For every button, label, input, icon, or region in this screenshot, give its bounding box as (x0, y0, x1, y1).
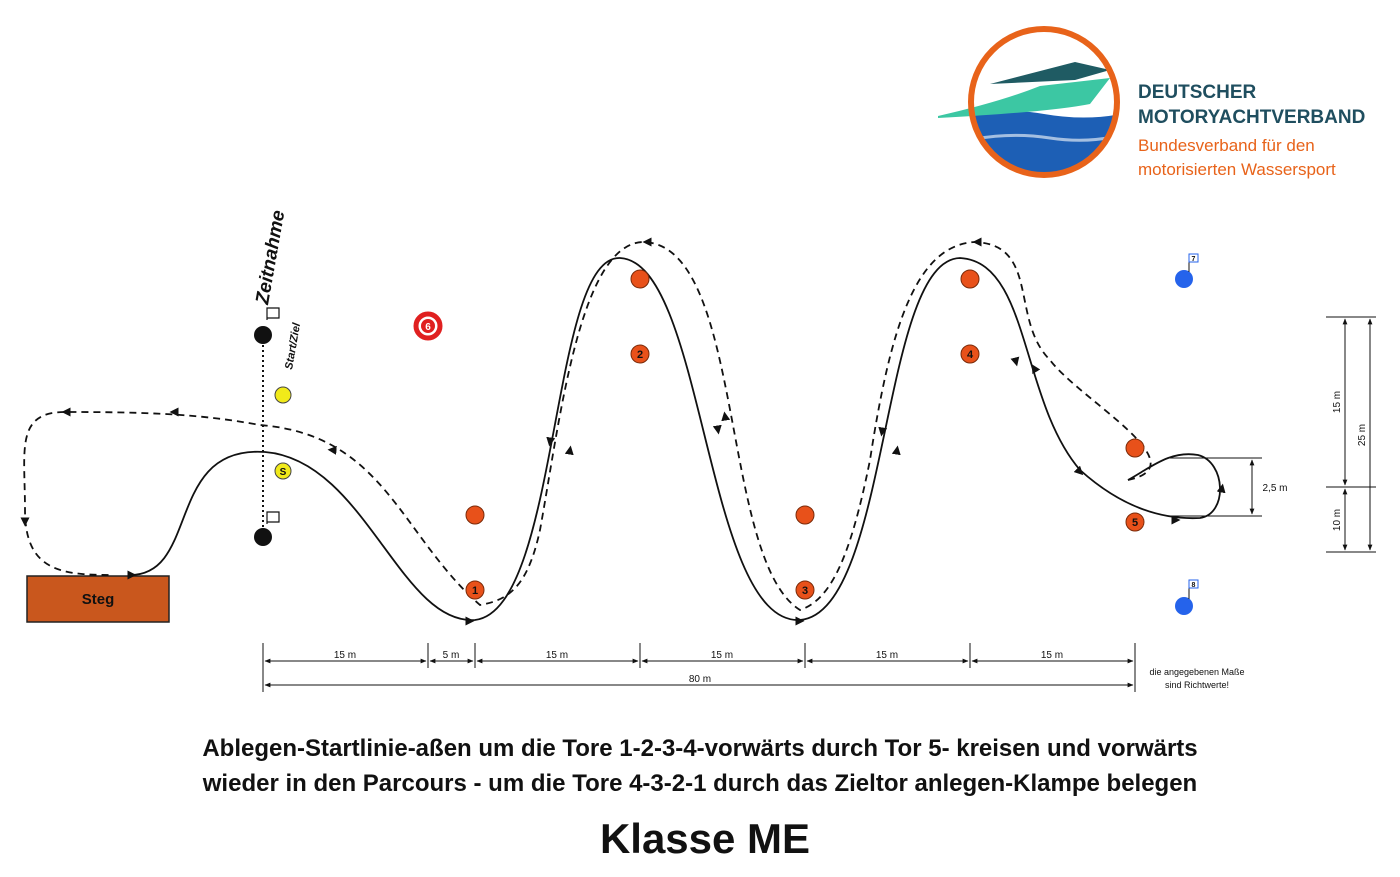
blue-buoy-7 (1175, 270, 1193, 288)
vertical-dimension-labels: 15 m 25 m 10 m 2,5 m (1262, 391, 1368, 531)
blue-buoy-8 (1175, 597, 1193, 615)
svg-text:15 m: 15 m (1041, 650, 1063, 661)
svg-text:die angegebenen Maße: die angegebenen Maße (1149, 667, 1244, 677)
description-line1: Ablegen-Startlinie-aßen um die Tore 1-2-… (202, 735, 1198, 762)
gate-1-outer (465, 505, 485, 525)
svg-text:10 m: 10 m (1332, 509, 1343, 531)
direction-arrows (20, 237, 1226, 626)
gate-3-outer (795, 505, 815, 525)
svg-text:15 m: 15 m (711, 650, 733, 661)
dock-steg: Steg (26, 575, 170, 623)
gate-3 (795, 580, 815, 600)
start-flag-buoy-top (254, 326, 272, 344)
flag-icon (266, 307, 280, 320)
blue-buoys: 7 8 (1175, 253, 1199, 615)
gate-5-outer (1125, 438, 1145, 458)
svg-text:15 m: 15 m (546, 650, 568, 661)
logo-text-line3: Bundesverband für den (1138, 136, 1315, 155)
flag-icon (1188, 253, 1199, 263)
logo-text-line4: motorisierten Wassersport (1138, 160, 1336, 179)
logo-text-line2: MOTORYACHTVERBAND (1138, 107, 1366, 128)
start-buoy-label: S (280, 467, 287, 478)
gate-1 (465, 580, 485, 600)
vertical-dimensions (1170, 316, 1376, 553)
svg-text:2,5 m: 2,5 m (1262, 483, 1287, 494)
horizontal-dimensions (262, 643, 1136, 692)
svg-text:80 m: 80 m (689, 674, 711, 685)
flag-icon (266, 511, 280, 524)
yellow-buoy (274, 386, 292, 404)
svg-text:1: 1 (472, 585, 478, 597)
svg-text:7: 7 (1192, 256, 1196, 263)
svg-text:15 m: 15 m (876, 650, 898, 661)
gates: 1 2 3 4 5 (465, 269, 1145, 600)
svg-text:8: 8 (1192, 582, 1196, 589)
start-flag-buoy-bottom (254, 528, 272, 546)
horizontal-dimension-labels: 15 m 5 m 15 m 15 m 15 m 15 m 80 m (334, 650, 1063, 685)
svg-text:15 m: 15 m (334, 650, 356, 661)
start-buoy-s (274, 462, 292, 480)
gate-2 (630, 344, 650, 364)
gate-4-outer (960, 269, 980, 289)
return-path (23, 241, 1152, 611)
logo-text-line1: DEUTSCHER (1138, 82, 1257, 103)
start-finish-line: S Zeitnahme Start/Ziel (252, 208, 303, 546)
timing-label: Zeitnahme (252, 208, 289, 307)
flag-icon (1188, 579, 1199, 589)
gate-2-outer (630, 269, 650, 289)
svg-text:2: 2 (637, 349, 643, 361)
svg-text:5: 5 (1132, 517, 1138, 529)
dmyv-logo (938, 26, 1120, 178)
class-title: Klasse ME (599, 815, 811, 862)
start-finish-label: Start/Ziel (283, 321, 303, 370)
svg-text:4: 4 (967, 349, 974, 361)
outbound-path (129, 257, 1221, 621)
gate-5 (1125, 512, 1145, 532)
svg-text:15 m: 15 m (1332, 391, 1343, 413)
svg-text:5 m: 5 m (443, 650, 460, 661)
svg-text:25 m: 25 m (1357, 424, 1368, 446)
svg-text:3: 3 (802, 585, 808, 597)
dock-label: Steg (82, 591, 115, 608)
lifebuoy-label: 6 (425, 322, 431, 333)
svg-text:sind Richtwerte!: sind Richtwerte! (1165, 680, 1229, 690)
gate-4 (960, 344, 980, 364)
dimension-note: die angegebenen Maße sind Richtwerte! (1149, 667, 1244, 690)
description-line2: wieder in den Parcours - um die Tore 4-3… (202, 770, 1198, 797)
lifebuoy-6: 6 (413, 311, 443, 341)
